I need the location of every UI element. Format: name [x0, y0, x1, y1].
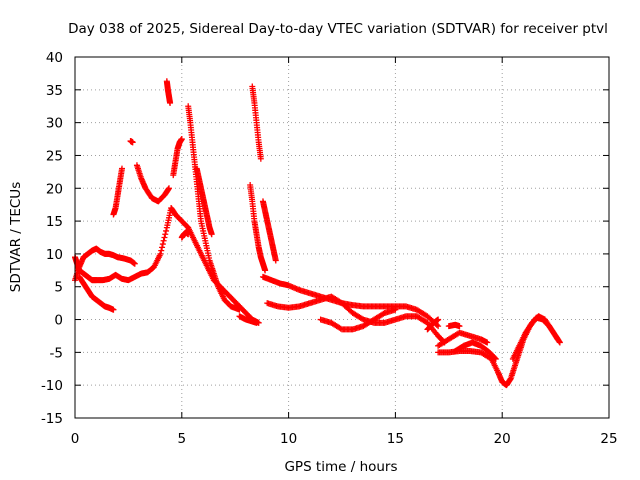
- data-point: [262, 267, 269, 274]
- series-ptvl-r: [317, 306, 399, 333]
- x-axis-label: GPS time / hours: [284, 459, 397, 475]
- series-ptvl-q: [264, 293, 448, 346]
- series-ptvl-h: [170, 136, 185, 179]
- data-point: [554, 336, 561, 343]
- data-point: [185, 231, 192, 238]
- data-point: [435, 316, 442, 323]
- y-tick-label: -15: [41, 411, 63, 427]
- series-ptvl-c: [76, 273, 117, 313]
- axis-ticks: -15 -10 -5 0 5 10 15 20 25 30 35 40 0 5 10 15 20 25: [41, 50, 618, 447]
- data-point: [435, 323, 442, 330]
- data-point: [272, 257, 279, 264]
- series-ptvl-l: [236, 313, 260, 326]
- x-tick-label: 15: [387, 431, 404, 447]
- y-tick-label: 15: [46, 214, 63, 230]
- series-ptvl-o: [259, 198, 279, 264]
- data-point: [392, 306, 399, 313]
- x-tick-label: 25: [600, 431, 617, 447]
- series-ptvl-w: [424, 316, 442, 333]
- data-point: [161, 234, 168, 241]
- series-ptvl-d: [110, 165, 125, 218]
- data-point: [359, 315, 366, 322]
- y-tick-label: 35: [46, 83, 63, 99]
- data-point: [157, 250, 164, 257]
- y-axis-label: SDTVAR / TECUs: [8, 182, 24, 292]
- series-ptvl-n: [247, 181, 269, 274]
- series-ptvl-g: [163, 78, 174, 106]
- data-marks: [72, 78, 563, 389]
- series-ptvl-i: [178, 229, 192, 241]
- series-ptvl-f: [133, 162, 172, 205]
- data-point: [162, 231, 169, 238]
- series-ptvl-m: [249, 83, 264, 162]
- y-tick-label: 40: [46, 50, 63, 66]
- data-point: [491, 355, 498, 362]
- data-point: [131, 260, 138, 267]
- data-point: [163, 227, 170, 234]
- data-point: [129, 139, 136, 146]
- y-tick-label: 30: [46, 116, 63, 132]
- data-point: [484, 339, 491, 346]
- data-point: [253, 319, 260, 326]
- x-tick-label: 20: [494, 431, 511, 447]
- series-ptvl-u: [452, 339, 499, 362]
- series-ptvl-b: [72, 245, 138, 284]
- y-tick-label: -10: [41, 378, 63, 394]
- data-point: [553, 335, 560, 342]
- series-ptvl-k: [193, 165, 215, 238]
- series-ptvl-p: [259, 273, 442, 330]
- data-point: [208, 231, 215, 238]
- data-point: [492, 355, 499, 362]
- data-point: [110, 306, 117, 313]
- data-point: [159, 244, 166, 251]
- y-tick-label: -5: [50, 345, 63, 361]
- data-point: [337, 325, 344, 332]
- data-point: [380, 310, 387, 317]
- y-tick-label: 20: [46, 181, 63, 197]
- data-point: [165, 185, 172, 192]
- plot-frame: [74, 56, 610, 419]
- data-point: [257, 155, 264, 162]
- data-point: [118, 165, 125, 172]
- series-ptvl-x: [445, 321, 463, 330]
- data-point: [160, 237, 167, 244]
- data-point: [556, 339, 563, 346]
- grid: [75, 57, 609, 418]
- x-tick-label: 10: [280, 431, 297, 447]
- data-point: [178, 136, 185, 143]
- series-ptvl-j: [185, 103, 243, 313]
- y-tick-label: 10: [46, 247, 63, 263]
- y-tick-label: 0: [54, 313, 63, 329]
- data-point: [159, 241, 166, 248]
- data-point: [236, 306, 243, 313]
- y-tick-label: 5: [54, 280, 63, 296]
- chart-title: Day 038 of 2025, Sidereal Day-to-day VTE…: [68, 21, 608, 37]
- y-tick-label: 25: [46, 148, 63, 164]
- series-ptvl-e: [127, 138, 136, 146]
- x-tick-label: 0: [71, 431, 80, 447]
- series-ptvl-t: [435, 329, 491, 349]
- data-point: [167, 99, 174, 106]
- series-ptvl-v: [509, 313, 561, 362]
- x-tick-label: 5: [178, 431, 187, 447]
- data-point: [456, 323, 463, 330]
- data-point: [158, 247, 165, 254]
